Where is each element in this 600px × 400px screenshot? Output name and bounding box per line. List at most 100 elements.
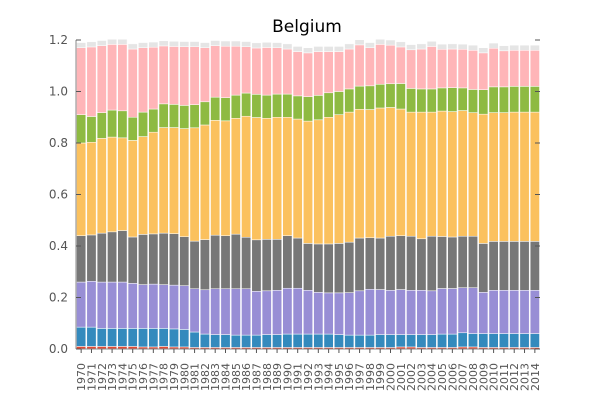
bar-segment-2010-s6 — [488, 47, 499, 88]
x-tick-label: 2010 — [488, 363, 501, 391]
x-tick-label: 1991 — [292, 363, 305, 391]
bar-segment-2005-s4 — [437, 110, 447, 237]
bar-segment-2014-s1 — [529, 333, 540, 348]
bar-segment-2003-s4 — [416, 111, 427, 240]
x-tick-label: 1974 — [116, 363, 129, 391]
bar-segment-1985-s6 — [230, 45, 241, 96]
bar-segment-1991-s5 — [292, 95, 303, 120]
bar-segment-1980-s4 — [179, 128, 190, 237]
x-tick-label: 1977 — [147, 363, 160, 391]
bar-segment-2001-s2 — [395, 289, 406, 335]
bar-segment-2011-s1 — [499, 333, 509, 348]
bar-segment-1973-s6 — [107, 44, 117, 111]
bar-segment-2009-s5 — [478, 89, 489, 115]
bar-segment-1970-s6 — [76, 47, 87, 115]
bar-segment-1975-s3 — [127, 236, 138, 284]
bar-segment-1989-s6 — [272, 47, 282, 95]
bar-segment-2002-s1 — [406, 334, 417, 348]
bar-segment-2010-s5 — [488, 86, 499, 113]
bar-segment-1991-s3 — [292, 237, 303, 289]
bar-segment-1977-s1 — [148, 328, 159, 348]
bar-segment-1981-s4 — [189, 127, 200, 242]
bar-segment-2009-s4 — [478, 113, 489, 244]
x-tick-label: 1994 — [323, 363, 336, 391]
bar-segment-1997-s7 — [354, 39, 365, 46]
x-tick-label: 1988 — [261, 363, 274, 391]
bar-segment-1991-s1 — [292, 333, 303, 348]
bar-segment-1971-s4 — [86, 141, 97, 236]
x-tick-label: 1972 — [96, 363, 109, 391]
bar-segment-2005-s7 — [437, 43, 447, 50]
bar-segment-2011-s6 — [499, 50, 509, 88]
bar-segment-1993-s5 — [313, 95, 324, 121]
x-tick-label: 1975 — [127, 363, 140, 391]
x-tick-label: 1984 — [220, 363, 233, 391]
bar-segment-1979-s2 — [169, 284, 179, 330]
x-tick-label: 1978 — [158, 363, 171, 391]
bar-segment-1980-s6 — [179, 46, 190, 106]
x-tick-label: 1970 — [75, 363, 88, 391]
bar-segment-1986-s2 — [241, 288, 252, 336]
bar-segment-1992-s1 — [303, 333, 313, 348]
bar-segment-1979-s6 — [169, 46, 179, 105]
bar-segment-1981-s3 — [189, 240, 200, 289]
x-tick-label: 1993 — [312, 363, 325, 391]
bar-segment-1980-s7 — [179, 41, 190, 47]
bar-segment-2007-s2 — [457, 287, 468, 334]
bar-segment-1971-s2 — [86, 281, 97, 328]
bar-segment-1996-s3 — [344, 241, 355, 293]
bar-segment-1987-s7 — [251, 42, 262, 49]
bar-segment-1989-s2 — [272, 290, 282, 335]
bar-segment-1998-s3 — [364, 237, 375, 290]
y-tick-label: 1.0 — [49, 85, 68, 99]
bar-segment-1981-s6 — [189, 46, 200, 105]
bar-segment-1997-s4 — [354, 109, 365, 239]
bar-segment-1971-s1 — [86, 326, 97, 347]
bar-segment-1985-s4 — [230, 118, 241, 235]
x-tick-label: 1979 — [168, 363, 181, 391]
bar-segment-1990-s7 — [282, 43, 293, 50]
bar-segment-1986-s7 — [241, 41, 252, 47]
bar-segment-1979-s1 — [169, 328, 179, 348]
bar-segment-1992-s4 — [303, 120, 313, 244]
bar-segment-1994-s2 — [323, 292, 334, 335]
bar-segment-2008-s3 — [468, 235, 478, 288]
bar-segment-2005-s3 — [437, 236, 447, 289]
bar-segment-1972-s6 — [96, 45, 107, 113]
bar-segment-1977-s7 — [148, 41, 159, 48]
bar-segment-1998-s6 — [364, 47, 375, 87]
bar-segment-1979-s7 — [169, 41, 179, 47]
x-tick-label: 1986 — [240, 363, 253, 391]
bar-segment-1973-s5 — [107, 109, 117, 138]
bar-segment-1997-s1 — [354, 334, 365, 348]
bar-segment-2001-s1 — [395, 334, 406, 348]
bar-segment-1982-s6 — [199, 47, 210, 103]
bar-segment-2012-s6 — [509, 50, 520, 87]
x-tick-label: 1985 — [230, 363, 243, 391]
x-tick-label: 2005 — [436, 363, 449, 391]
bar-segment-1974-s3 — [117, 230, 128, 283]
bar-segment-1993-s1 — [313, 333, 324, 348]
bar-segment-2013-s2 — [519, 290, 530, 334]
bar-segment-1994-s7 — [323, 46, 334, 52]
bar-segment-1970-s4 — [76, 142, 87, 236]
bar-segment-1975-s7 — [127, 43, 138, 50]
bar-segment-2008-s1 — [468, 333, 478, 348]
bar-segment-1984-s1 — [220, 334, 231, 348]
bar-segment-1980-s3 — [179, 236, 190, 286]
bar-segment-1990-s5 — [282, 93, 293, 118]
x-tick-label: 1976 — [137, 363, 150, 391]
x-tick-label: 1997 — [354, 363, 367, 391]
bar-segment-1999-s4 — [375, 107, 386, 239]
y-tick-label: 0.8 — [49, 136, 68, 150]
bar-segment-2008-s6 — [468, 50, 478, 90]
bar-segment-2004-s1 — [426, 334, 437, 348]
bar-segment-2010-s4 — [488, 112, 499, 242]
x-tick-label: 2013 — [519, 363, 532, 391]
bar-segment-2011-s3 — [499, 241, 509, 291]
bar-segment-2007-s6 — [457, 49, 468, 89]
bar-segment-1987-s2 — [251, 291, 262, 336]
bar-segment-1992-s5 — [303, 96, 313, 122]
bar-segment-1983-s4 — [210, 120, 221, 236]
bar-segment-1986-s3 — [241, 237, 252, 289]
